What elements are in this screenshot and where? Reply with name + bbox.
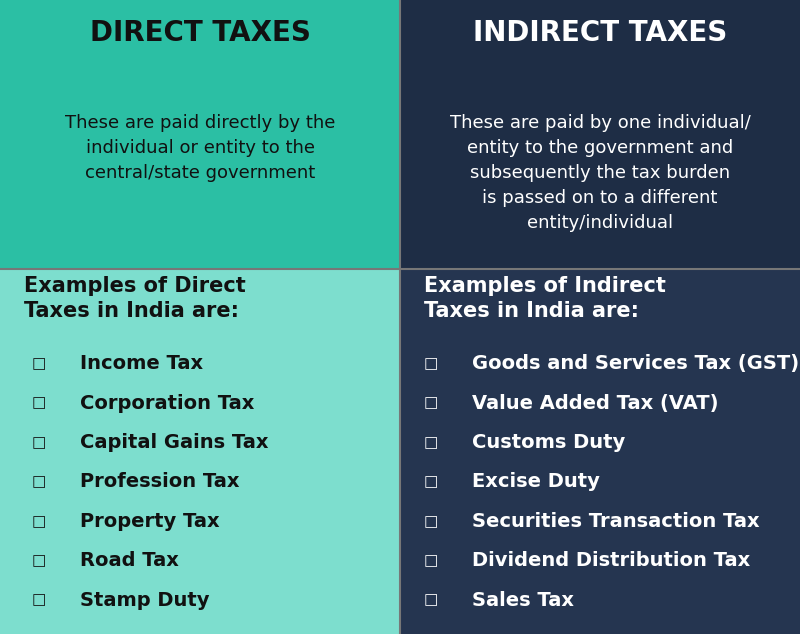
Text: □: □ (424, 435, 438, 450)
Text: □: □ (424, 396, 438, 411)
Text: □: □ (32, 474, 46, 489)
Text: Examples of Indirect
Taxes in India are:: Examples of Indirect Taxes in India are: (424, 276, 666, 321)
Text: Property Tax: Property Tax (80, 512, 220, 531)
Bar (0, 269, 400, 634)
Text: Examples of Direct
Taxes in India are:: Examples of Direct Taxes in India are: (24, 276, 246, 321)
Text: Stamp Duty: Stamp Duty (80, 591, 210, 609)
Text: □: □ (32, 396, 46, 411)
Text: □: □ (32, 435, 46, 450)
Text: Profession Tax: Profession Tax (80, 472, 239, 491)
Text: □: □ (424, 514, 438, 529)
Text: Income Tax: Income Tax (80, 354, 203, 373)
Text: Customs Duty: Customs Duty (472, 433, 626, 452)
Text: Goods and Services Tax (GST): Goods and Services Tax (GST) (472, 354, 799, 373)
Text: Road Tax: Road Tax (80, 551, 179, 570)
Text: Dividend Distribution Tax: Dividend Distribution Tax (472, 551, 750, 570)
Bar (0, 0, 400, 269)
Text: □: □ (32, 356, 46, 371)
Text: DIRECT TAXES: DIRECT TAXES (90, 19, 310, 47)
Text: Securities Transaction Tax: Securities Transaction Tax (472, 512, 760, 531)
Text: INDIRECT TAXES: INDIRECT TAXES (473, 19, 727, 47)
Bar (400, 0, 800, 269)
Text: □: □ (424, 474, 438, 489)
Text: Excise Duty: Excise Duty (472, 472, 600, 491)
Text: Sales Tax: Sales Tax (472, 591, 574, 609)
Text: □: □ (32, 553, 46, 568)
Text: □: □ (424, 593, 438, 607)
Text: □: □ (424, 356, 438, 371)
Bar (400, 269, 800, 634)
Text: □: □ (32, 593, 46, 607)
Text: Corporation Tax: Corporation Tax (80, 394, 254, 413)
Text: These are paid by one individual/
entity to the government and
subsequently the : These are paid by one individual/ entity… (450, 114, 750, 232)
Text: Value Added Tax (VAT): Value Added Tax (VAT) (472, 394, 718, 413)
Text: □: □ (32, 514, 46, 529)
Text: □: □ (424, 553, 438, 568)
Text: Capital Gains Tax: Capital Gains Tax (80, 433, 269, 452)
Text: These are paid directly by the
individual or entity to the
central/state governm: These are paid directly by the individua… (65, 114, 335, 182)
